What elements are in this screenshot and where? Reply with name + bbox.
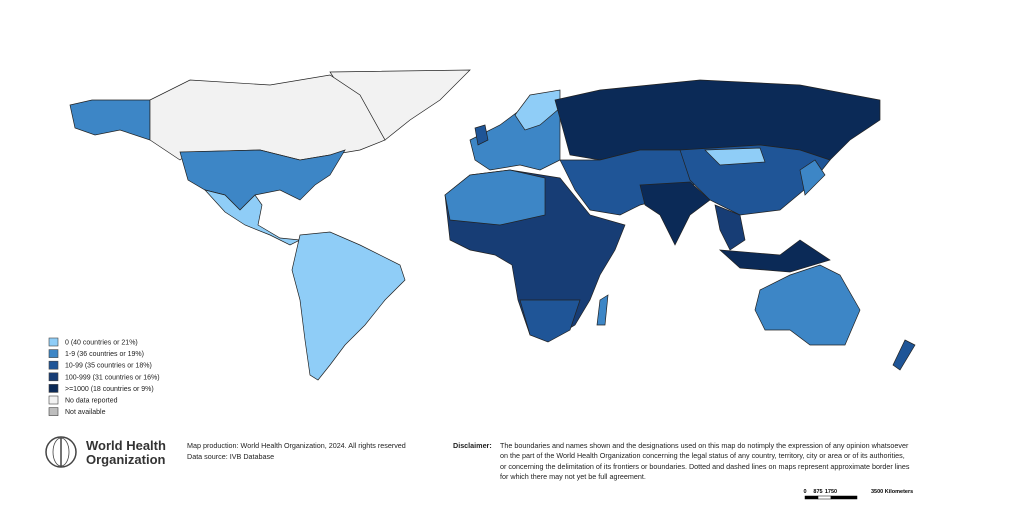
legend-label: 100-999 (31 countries or 16%) <box>65 374 160 381</box>
disclaimer-line: on the part of the World Health Organiza… <box>500 451 905 461</box>
indonesia <box>718 239 831 273</box>
mongolia <box>704 147 766 166</box>
disclaimer-line: The boundaries and names shown and the d… <box>500 441 909 450</box>
legend-label: 1-9 (36 countries or 19%) <box>65 351 144 358</box>
scale-segment <box>830 495 858 500</box>
scale-segment <box>804 495 819 500</box>
southern-africa <box>519 299 581 343</box>
central-america <box>203 189 302 246</box>
india <box>639 181 711 246</box>
madagascar <box>596 294 609 326</box>
australia <box>754 264 861 346</box>
canada <box>149 74 386 161</box>
uk <box>474 124 489 146</box>
who-emblem <box>45 436 77 468</box>
alaska <box>69 99 151 141</box>
legend-swatch <box>48 337 59 347</box>
production-credit: Map production: World Health Organizatio… <box>187 441 406 450</box>
scale-label: 0 <box>803 489 806 495</box>
legend-swatch <box>48 395 59 405</box>
legend-label: >=1000 (18 countries or 9%) <box>65 386 154 393</box>
new-zealand <box>892 339 916 371</box>
scale-segment <box>817 495 832 500</box>
legend-swatch <box>48 360 59 370</box>
legend-swatch <box>48 384 59 393</box>
usa <box>179 149 346 211</box>
south-america <box>291 231 406 381</box>
legend-swatch <box>48 372 59 382</box>
legend-label: Not available <box>65 409 106 416</box>
legend-swatch <box>48 407 59 416</box>
scale-bar: 0 875 1750 3500 Kilometers <box>803 489 913 500</box>
japan <box>799 159 826 196</box>
legend-swatch <box>48 349 59 358</box>
legend: 0 (40 countries or 21%) 1-9 (36 countries… <box>48 337 160 416</box>
logo-line1: World Health <box>86 438 166 453</box>
logo-line2: Organization <box>86 452 166 467</box>
legend-label: No data reported <box>65 398 118 405</box>
scale-label: 1750 <box>825 489 837 495</box>
data-source: Data source: IVB Database <box>187 452 275 461</box>
north-africa <box>444 169 546 226</box>
disclaimer-label: Disclaimer: <box>453 441 492 450</box>
southeast-asia <box>714 204 746 251</box>
legend-label: 10-99 (35 countries or 18%) <box>65 363 152 370</box>
legend-label: 0 (40 countries or 21%) <box>65 340 138 347</box>
disclaimer-line: for which there may not yet be full agre… <box>500 472 646 482</box>
scale-label: 875 <box>813 489 822 495</box>
disclaimer-line: or concerning the delimitation of its fr… <box>500 461 910 471</box>
scale-label: 3500 Kilometers <box>871 489 913 495</box>
